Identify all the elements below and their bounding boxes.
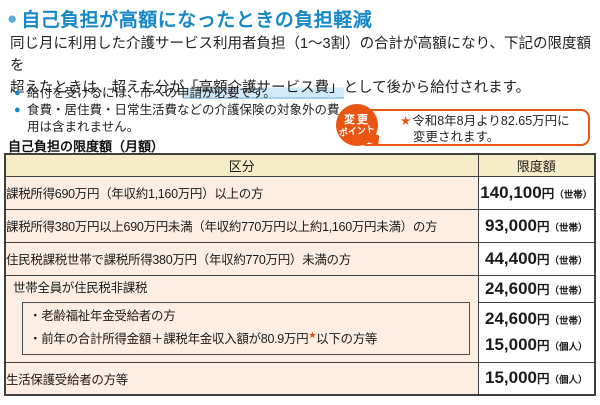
notes-list: ● 給付を受けるには、市への申請が必要です。 ● 食費・居住費・日常生活費などの…: [14, 85, 346, 136]
page-title-row: ● 自己負担が高額になったときの負担軽減: [7, 5, 372, 32]
row-category: 世帯全員が住民税非課税: [13, 280, 148, 295]
intro-highlight: 「高額介護サービス費」: [184, 80, 344, 99]
note-text: 食費・居住費・日常生活費などの介護保険の対象外の費用は含まれません。: [27, 103, 340, 134]
table-row: 課税所得380万円以上690万円未満（年収約770万円以上約1,160万円未満）…: [4, 208, 596, 243]
note-bullet-icon: ●: [14, 104, 21, 116]
row-limit: 24,600円（世帯）: [477, 274, 596, 304]
limit-value: 24,600円（世帯）: [479, 307, 595, 333]
limit-unit: 円: [536, 219, 550, 234]
subgroup-item: ・前年の合計所得金額＋課税年金収入額が80.9万円★以下の方等: [29, 326, 463, 349]
limit-unit: 円: [536, 312, 550, 327]
row-category: 課税所得380万円以上690万円未満（年収約770万円以上約1,160万円未満）…: [4, 208, 479, 243]
subgroup-box: ・老齢福祉年金受給者の方 ・前年の合計所得金額＋課税年金収入額が80.9万円★以…: [22, 301, 470, 355]
intro-line2-post: として後から給付されます。: [343, 80, 531, 96]
callout-line1-text: 令和8年8月より82.65万円に: [412, 114, 570, 128]
row-limit: 140,100円（世帯）: [477, 175, 596, 210]
star-icon: ★: [308, 329, 317, 340]
limit-scope: （世帯）: [549, 222, 588, 234]
intro-paragraph: 同じ月に利用した介護サービス利用者負担（1～3割）の合計が高額になり、下記の限度…: [10, 33, 594, 99]
limit-unit: 円: [541, 186, 555, 201]
limit-amount: 140,100: [480, 182, 542, 202]
subgroup-item: ・老齢福祉年金受給者の方: [29, 308, 176, 323]
limit-amount: 44,400: [484, 248, 537, 268]
table-header-category: 区分: [4, 153, 479, 177]
row-limit: 15,000円（個人）: [477, 361, 596, 396]
row-category: 住民税課税世帯で課税所得380万円（年収約770万円）未満の方: [4, 241, 479, 276]
note-text: 給付を受けるには、市への申請が必要です。: [27, 86, 276, 100]
table-row: 世帯全員が住民税非課税 ・老齢福祉年金受給者の方 ・前年の合計所得金額＋課税年金…: [4, 274, 596, 363]
table-header-limit: 限度額: [477, 153, 596, 177]
limit-amount: 15,000: [484, 368, 537, 388]
limit-scope: （世帯）: [549, 285, 588, 297]
limit-unit: 円: [536, 252, 550, 267]
intro-line1: 同じ月に利用した介護サービス利用者負担（1～3割）の合計が高額になり、下記の限度…: [10, 36, 592, 74]
callout-line1: ★令和8年8月より82.65万円に: [400, 113, 584, 129]
page-title: 自己負担が高額になったときの負担軽減: [21, 10, 373, 31]
row-limit-group: 24,600円（世帯） 15,000円（個人）: [477, 302, 596, 363]
limit-scope: （個人）: [549, 375, 588, 387]
limit-amount: 24,600: [484, 308, 537, 328]
limit-amount: 24,600: [484, 278, 537, 298]
limit-scope: （世帯）: [554, 189, 593, 201]
note-item: ● 給付を受けるには、市への申請が必要です。: [14, 85, 346, 102]
table-header-row: 区分 限度額: [4, 153, 596, 177]
change-point-callout: 変更 ポイント ★令和8年8月より82.65万円に 変更されます。: [336, 103, 594, 153]
subgroup-item-text: 以下の方等: [316, 331, 378, 346]
callout-line2: 変更されます。: [413, 130, 500, 144]
limit-scope: （個人）: [549, 341, 588, 353]
row-category-group: 世帯全員が住民税非課税 ・老齢福祉年金受給者の方 ・前年の合計所得金額＋課税年金…: [4, 274, 479, 363]
subgroup-item-text: ・前年の合計所得金額＋課税年金収入額が80.9万円: [29, 331, 309, 346]
limit-unit: 円: [536, 372, 550, 387]
limit-unit: 円: [536, 282, 550, 297]
change-point-badge: 変更 ポイント: [336, 104, 378, 146]
table-row: 住民税課税世帯で課税所得380万円（年収約770万円）未満の方 44,400円（…: [4, 241, 596, 276]
title-bullet-icon: ●: [7, 9, 18, 28]
limit-scope: （世帯）: [549, 255, 588, 267]
table-label: 自己負担の限度額（月額）: [8, 139, 165, 154]
row-category: 課税所得690万円（年収約1,160万円）以上の方: [4, 175, 479, 210]
row-limit: 93,000円（世帯）: [477, 208, 596, 243]
table-row: 課税所得690万円（年収約1,160万円）以上の方 140,100円（世帯）: [4, 175, 596, 210]
limit-value: 15,000円（個人）: [479, 333, 595, 359]
table-row: 24,600円（世帯） 15,000円（個人）: [5, 302, 596, 363]
limit-amount: 93,000: [484, 215, 537, 235]
intro-line2-pre: 超えたときは、超えた分が: [10, 80, 184, 96]
star-icon: ★: [400, 114, 412, 128]
limit-unit: 円: [536, 338, 550, 353]
note-bullet-icon: ●: [14, 87, 21, 99]
row-category: 生活保護受給者の方等: [4, 361, 479, 396]
limit-scope: （世帯）: [549, 315, 588, 327]
limit-amount: 15,000: [484, 334, 537, 354]
table-row: 生活保護受給者の方等 15,000円（個人）: [4, 361, 596, 396]
callout-box: ★令和8年8月より82.65万円に 変更されます。: [358, 109, 590, 146]
badge-line1: 変更: [344, 113, 370, 126]
note-item: ● 食費・居住費・日常生活費などの介護保険の対象外の費用は含まれません。: [14, 102, 346, 136]
row-limit: 44,400円（世帯）: [477, 241, 596, 276]
limits-table: 区分 限度額 課税所得690万円（年収約1,160万円）以上の方 140,100…: [4, 153, 596, 397]
